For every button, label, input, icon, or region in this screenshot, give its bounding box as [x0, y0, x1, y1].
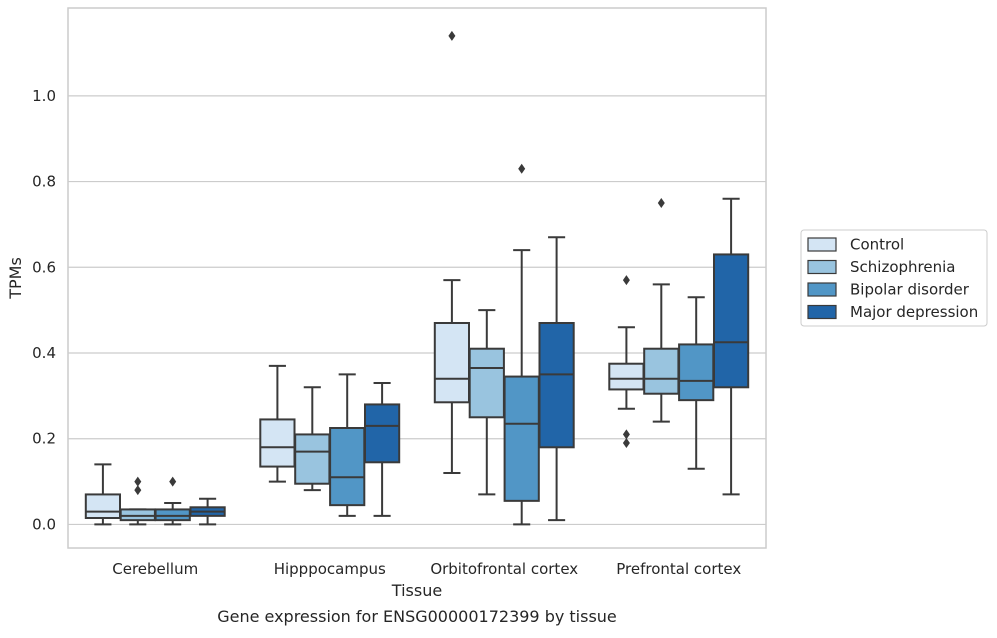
y-axis-label: TPMs	[6, 257, 25, 300]
box-1-1	[294, 386, 331, 492]
legend-swatch	[807, 259, 837, 275]
legend-label: Schizophrenia	[850, 258, 955, 276]
box-2-0	[433, 30, 471, 474]
box-2-2	[503, 163, 540, 526]
outlier-point	[134, 476, 142, 487]
legend-label: Bipolar disorder	[850, 281, 970, 299]
chart-caption: Gene expression for ENSG00000172399 by t…	[217, 607, 617, 626]
legend-swatch	[807, 282, 837, 297]
x-tick-label: Hipppocampus	[274, 560, 386, 578]
box-iqr	[468, 347, 505, 419]
legend-label: Control	[850, 236, 904, 254]
outlier-point	[518, 163, 526, 174]
box-iqr	[119, 508, 156, 522]
box-1-2	[329, 373, 366, 517]
box-2-3	[538, 236, 575, 522]
box-iqr	[259, 418, 296, 468]
box-iqr	[433, 322, 471, 404]
box-iqr	[294, 433, 331, 485]
y-tick-label: 0.8	[32, 173, 56, 191]
outlier-point	[134, 485, 142, 496]
outlier-point	[622, 438, 630, 448]
box-iqr	[154, 508, 191, 522]
box-iqr	[608, 362, 645, 391]
box-2-1	[468, 309, 505, 496]
legend-label: Major depression	[850, 303, 978, 321]
legend: Control Schizophrenia Bipolar disorder Majo…	[800, 229, 988, 327]
x-tick-label: Orbitofrontal cortex	[430, 560, 578, 578]
box-3-3	[712, 197, 750, 496]
box-iqr	[538, 322, 575, 449]
y-tick-label: 0.4	[32, 344, 56, 362]
y-tick-label: 0.2	[32, 430, 56, 448]
outlier-point	[448, 30, 456, 41]
box-1-0	[259, 364, 296, 483]
legend-swatch	[807, 304, 837, 320]
box-iqr	[329, 427, 366, 507]
y-tick-label: 0.6	[32, 258, 56, 276]
x-tick-label: Cerebellum	[112, 560, 198, 578]
box-iqr	[643, 347, 680, 395]
box-0-0	[84, 463, 122, 526]
y-tick-label: 1.0	[32, 87, 56, 105]
box-iqr	[363, 403, 401, 464]
boxes	[84, 30, 750, 526]
box-3-0	[608, 275, 645, 448]
x-tick-labels: Cerebellum Hipppocampus Orbitofrontal cort…	[112, 560, 741, 578]
x-tick-label: Prefrontal cortex	[616, 560, 741, 578]
box-iqr	[712, 253, 750, 389]
gridlines	[68, 95, 766, 526]
legend-swatch	[807, 237, 837, 252]
plot-frame	[67, 7, 767, 549]
box-iqr	[84, 493, 122, 519]
outlier-point	[169, 476, 177, 487]
box-1-3	[363, 382, 401, 517]
box-iqr	[503, 375, 540, 502]
outlier-point	[622, 429, 630, 440]
box-0-2	[154, 476, 191, 526]
outlier-point	[657, 198, 665, 208]
y-tick-labels: 0.0 0.2 0.4 0.6 0.8 1.0	[32, 87, 56, 534]
box-0-1	[119, 476, 156, 526]
box-0-3	[189, 497, 226, 526]
y-tick-label: 0.0	[32, 515, 56, 533]
legend-items: Control Schizophrenia Bipolar disorder Majo…	[807, 236, 978, 321]
legend-frame	[800, 229, 988, 327]
box-3-2	[678, 296, 715, 470]
x-axis-label: Tissue	[391, 581, 442, 600]
outlier-point	[622, 275, 630, 286]
box-iqr	[678, 343, 715, 402]
box-3-1	[643, 198, 680, 423]
